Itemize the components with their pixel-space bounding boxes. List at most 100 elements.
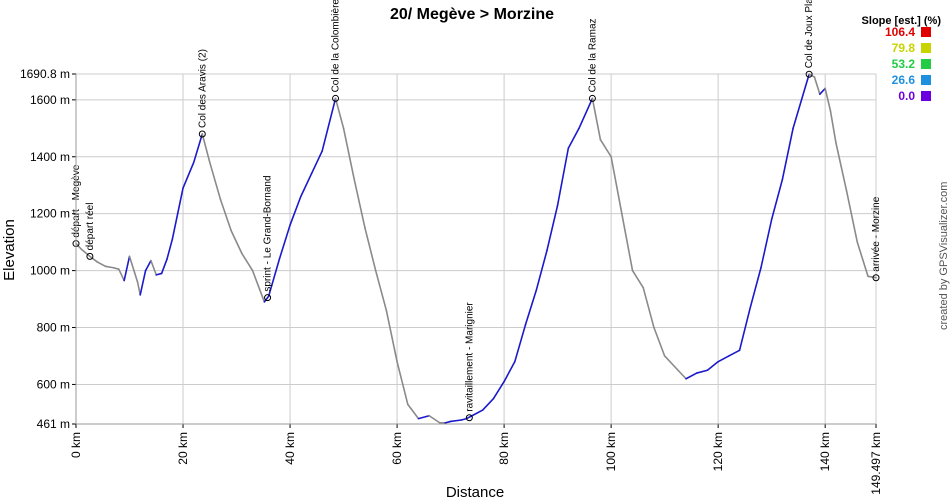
profile-segment xyxy=(492,380,505,400)
profile-segment xyxy=(75,242,83,251)
waypoint-label: Col de la Colombière xyxy=(331,0,342,92)
profile-segment xyxy=(792,73,810,130)
waypoint-marker xyxy=(465,414,473,422)
profile-segment xyxy=(781,127,794,181)
profile-segment xyxy=(610,155,623,215)
profile-segment xyxy=(342,127,356,181)
profile-segment xyxy=(567,127,580,150)
y-axis-label: Elevation xyxy=(1,219,18,281)
profile-segment xyxy=(824,87,832,113)
profile-segment xyxy=(374,269,388,312)
profile-segment xyxy=(546,204,559,252)
profile-segment xyxy=(144,259,152,272)
profile-segment xyxy=(201,133,211,164)
x-axis-label: Distance xyxy=(446,484,504,500)
profile-segment xyxy=(89,255,99,263)
x-tick-label: 140 km xyxy=(818,432,832,471)
profile-segment xyxy=(96,261,107,268)
profile-segment xyxy=(230,229,243,255)
legend-swatch xyxy=(921,91,931,101)
profile-segment xyxy=(364,227,377,272)
profile-segment xyxy=(428,414,441,424)
credit-text: created by GPSVisualizer.com xyxy=(938,182,950,330)
x-tick-label: 80 km xyxy=(497,432,511,465)
y-tick-label: 1000 m xyxy=(30,264,70,278)
profile-segment xyxy=(406,403,420,420)
profile-segment xyxy=(251,269,266,303)
profile-segment xyxy=(334,97,345,130)
waypoint-marker xyxy=(588,94,596,102)
profile-segment xyxy=(465,414,473,420)
profile-segment xyxy=(289,195,302,226)
profile-segment xyxy=(481,397,495,411)
profile-segment xyxy=(514,323,527,363)
profile-segment xyxy=(353,178,366,229)
legend-swatch xyxy=(921,59,931,69)
y-tick-label: 461 m xyxy=(37,417,70,431)
y-tick-label: 1600 m xyxy=(30,93,70,107)
waypoint-marker xyxy=(805,70,813,78)
profile-segment xyxy=(813,76,821,95)
waypoint-label: arrivée - Morzine xyxy=(871,196,882,271)
profile-segment xyxy=(267,258,281,298)
profile-segment xyxy=(219,198,232,232)
waypoint-label: Col de la Ramaz xyxy=(587,18,598,92)
profile-segment xyxy=(717,355,730,363)
profile-segment xyxy=(471,409,484,417)
x-tick-label: 120 km xyxy=(711,432,725,471)
grid-lines xyxy=(72,73,877,428)
y-tick-label: 1690.8 m xyxy=(20,67,70,81)
profile-segment xyxy=(155,272,163,276)
profile-segment xyxy=(599,138,612,158)
profile-segment xyxy=(856,241,869,278)
x-tick-label: 100 km xyxy=(604,432,618,471)
profile-segment xyxy=(578,97,594,130)
waypoint-marker xyxy=(332,94,340,102)
profile-segment xyxy=(176,187,184,215)
y-tick-label: 1200 m xyxy=(30,207,70,221)
chart-title: 20/ Megève > Morzine xyxy=(390,6,554,23)
profile-segment xyxy=(417,414,430,420)
profile-segment xyxy=(460,417,468,421)
profile-segment xyxy=(444,420,452,424)
legend-value: 0.0 xyxy=(898,89,915,103)
profile-segment xyxy=(385,309,398,363)
profile-segment xyxy=(139,269,147,296)
profile-segment xyxy=(631,269,645,289)
waypoint-marker xyxy=(264,294,272,302)
profile-segment xyxy=(867,275,877,279)
profile-segment xyxy=(396,360,409,406)
profile-segment xyxy=(503,360,516,383)
legend-swatch xyxy=(921,27,931,37)
profile-segment xyxy=(835,141,848,192)
profile-segment xyxy=(591,97,602,141)
x-tick-labels: 0 km 20 km 40 km 60 km 80 km 100 km 120 km 140 … xyxy=(69,432,883,495)
legend-swatch xyxy=(921,43,931,53)
profile-segment xyxy=(449,419,463,423)
profile-segment xyxy=(556,147,570,206)
legend-title: Slope [est.] (%) xyxy=(862,15,942,27)
profile-segment xyxy=(112,266,120,270)
profile-segment xyxy=(663,355,677,369)
profile-segment xyxy=(278,224,291,261)
profile-segment xyxy=(674,366,687,380)
profile-segment xyxy=(653,326,666,357)
waypoint-marker xyxy=(86,252,94,260)
profile-segment xyxy=(321,97,337,152)
profile-segment xyxy=(749,266,762,309)
profile-segment xyxy=(208,161,222,201)
profile-segment xyxy=(642,286,655,329)
profile-segment xyxy=(524,289,538,326)
legend-swatch xyxy=(921,75,931,85)
profile-segment xyxy=(166,238,174,261)
slope-legend: Slope [est.] (%) 106.4 79.8 53.2 26.6 0.0 xyxy=(862,15,942,103)
profile-segment xyxy=(136,281,142,296)
profile-segment xyxy=(160,258,168,275)
waypoint-label: sprint - Le Grand-Bornand xyxy=(263,175,274,291)
profile-segment xyxy=(171,212,179,241)
profile-segment xyxy=(104,265,115,269)
x-tick-label: 40 km xyxy=(283,432,297,465)
waypoint-label: départ réel xyxy=(85,203,96,251)
profile-segment xyxy=(192,133,204,164)
